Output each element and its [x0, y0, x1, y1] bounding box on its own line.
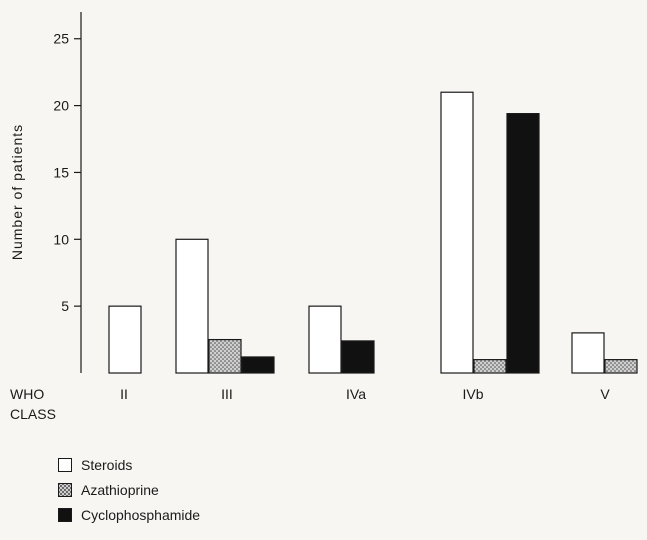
legend: Steroids Azathioprine Cyclophosphamide [58, 457, 200, 523]
x-axis-title-line1: WHO [10, 386, 44, 402]
legend-label-steroids: Steroids [81, 457, 133, 473]
legend-swatch-cyclophosphamide [58, 508, 72, 522]
y-axis-title: Number of patients [9, 124, 25, 260]
legend-item-azathioprine: Azathioprine [58, 482, 200, 498]
legend-item-steroids: Steroids [58, 457, 200, 473]
x-tick-label-v: V [600, 386, 610, 402]
bars [108, 91, 638, 374]
y-tick-label: 10 [53, 231, 69, 247]
x-axis-labels: II III IVa IVb V [120, 386, 610, 402]
legend-item-cyclophosphamide: Cyclophosphamide [58, 507, 200, 523]
x-tick-label-iva: IVa [346, 386, 366, 402]
y-tick-label: 15 [53, 164, 69, 180]
bar-azathioprine-ivb [473, 359, 507, 374]
x-axis-title-line2: CLASS [10, 406, 56, 422]
x-tick-label-iii: III [221, 386, 233, 402]
y-tick-label: 5 [61, 298, 69, 314]
bar-steroids-v [571, 332, 605, 374]
bar-cyclophosphamide-ivb [506, 113, 540, 374]
y-tick-label: 20 [53, 98, 69, 114]
bar-cyclophosphamide-iii [241, 356, 275, 374]
y-axis: 5 10 15 20 25 [53, 12, 82, 373]
bar-steroids-iva [308, 305, 342, 374]
bar-steroids-iii [175, 238, 209, 374]
y-tick-label: 25 [53, 31, 69, 47]
x-tick-label-ivb: IVb [462, 386, 483, 402]
legend-swatch-steroids [58, 458, 72, 472]
bar-cyclophosphamide-iva [341, 340, 375, 374]
legend-label-azathioprine: Azathioprine [81, 482, 159, 498]
legend-label-cyclophosphamide: Cyclophosphamide [81, 507, 201, 523]
bar-azathioprine-v [604, 359, 638, 374]
x-tick-label-ii: II [120, 386, 128, 402]
bar-azathioprine-iii [208, 338, 242, 374]
bar-steroids-ivb [440, 91, 474, 374]
legend-swatch-azathioprine [58, 483, 72, 497]
bar-steroids-ii [108, 305, 142, 374]
